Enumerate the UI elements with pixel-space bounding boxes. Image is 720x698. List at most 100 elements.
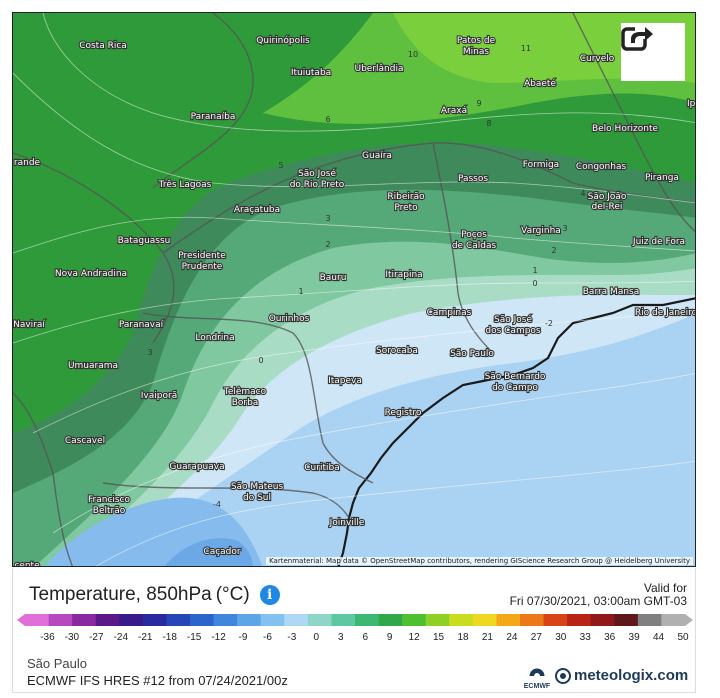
scale-tick-label: 6 [362, 632, 368, 643]
isotherm-label: 3 [325, 214, 330, 223]
share-icon [621, 23, 655, 51]
city-label: Guarapuava [169, 462, 224, 472]
city-label: Ribeirão [387, 192, 425, 202]
meteologix-icon [555, 667, 571, 684]
city-label: Caçador [203, 547, 240, 557]
city-label: rande [14, 158, 41, 168]
city-label: Umuarama [68, 361, 118, 371]
isotherm-label: 3 [562, 224, 567, 233]
scale-segment [637, 614, 662, 626]
city-label: Juiz de Fora [632, 237, 685, 247]
scale-segment [72, 614, 97, 626]
city-label: Curvelo [580, 54, 615, 64]
scale-tick-label: -15 [187, 632, 202, 643]
isotherm-label: 1 [298, 287, 303, 296]
city-label: Varginha [521, 226, 561, 236]
scale-tick-label: 21 [482, 632, 494, 643]
city-label: São Mateus [231, 482, 284, 492]
city-label: Rio de Janeiro [635, 308, 696, 318]
scale-segment [496, 614, 521, 626]
city-label: Uberlândia [355, 64, 404, 74]
isotherm-label: 9 [476, 99, 481, 108]
scale-segment [48, 614, 73, 626]
city-label: Formiga [523, 160, 559, 170]
scale-segment [425, 614, 450, 626]
city-label: Joinville [329, 518, 365, 528]
scale-segment [567, 614, 592, 626]
city-label: Beltrão [93, 506, 126, 516]
city-label: do Sul [243, 493, 271, 503]
scale-tick-label: 44 [653, 632, 665, 643]
city-label: Paranavaí [119, 320, 164, 330]
city-label: Araçatuba [234, 205, 280, 215]
city-label: Barra Mansa [583, 287, 640, 297]
city-label: Ivaiporã [141, 391, 177, 401]
city-label: Abaeté [524, 78, 556, 89]
city-label: Poços [461, 230, 487, 240]
band-lightgreen-top [393, 13, 695, 83]
scale-segment [661, 614, 686, 626]
city-label: Passos [458, 174, 488, 184]
map-attribution[interactable]: Kartenmaterial: Map data © OpenStreetMap… [266, 557, 693, 565]
scale-tick-label: -12 [211, 632, 226, 643]
scale-tick-label: -30 [65, 632, 80, 643]
scale-min-arrow [17, 614, 25, 626]
brand-name: meteologix.com [574, 667, 689, 684]
scale-segment [95, 614, 120, 626]
city-label: Borba [232, 398, 259, 408]
city-label: Francisco [88, 495, 131, 505]
scale-tick-label: 36 [604, 632, 616, 643]
scale-tick-label: 0 [314, 632, 320, 643]
scale-segment [331, 614, 356, 626]
city-label: São José [298, 168, 336, 179]
city-label: Registro [385, 408, 422, 418]
scale-segment [355, 614, 380, 626]
scale-tick-label: 30 [555, 632, 567, 643]
isotherm-label: 6 [325, 115, 330, 124]
city-label: Curitiba [304, 463, 339, 473]
scale-segment [190, 614, 215, 626]
valid-time: Valid for Fri 07/30/2021, 03:00am GMT-03 [510, 582, 687, 608]
scale-tick-label: 18 [457, 632, 469, 643]
scale-segment [284, 614, 309, 626]
valid-label: Valid for [643, 581, 687, 595]
city-label: Congonhas [576, 162, 627, 172]
city-label: Quirinópolis [256, 35, 310, 46]
city-label: Presidente [178, 251, 226, 261]
scale-tick-label: -24 [114, 632, 129, 643]
isotherm-label: 11 [521, 44, 531, 53]
scale-segment [520, 614, 545, 626]
city-label: Chapecó [112, 566, 152, 567]
scale-segment [237, 614, 262, 626]
isotherm-label: 2 [325, 240, 330, 249]
legend-panel: Temperature, 850hPa (°C) i Valid for Fri… [12, 568, 696, 693]
meteologix-logo[interactable]: meteologix.com [555, 667, 688, 684]
scale-segment [378, 614, 403, 626]
scale-segment [543, 614, 568, 626]
scale-segment [590, 614, 615, 626]
scale-tick-label: 9 [387, 632, 393, 643]
legend-title: Temperature, 850hPa (°C) i [29, 584, 280, 606]
info-icon[interactable]: i [259, 585, 280, 605]
isotherms [13, 13, 695, 566]
share-button[interactable] [621, 23, 685, 81]
scale-tick-label: -36 [40, 632, 55, 643]
city-label: Itirapina [385, 270, 422, 280]
isotherm-label: 0 [258, 356, 263, 365]
scale-tick-label: -6 [263, 632, 272, 643]
city-label: Piranga [645, 173, 679, 183]
city-label: São Bernardo [485, 372, 546, 382]
city-label: Nova Andradina [55, 269, 127, 279]
city-label: Bataguassu [118, 236, 171, 246]
scale-segment [25, 614, 50, 626]
band-minus3 [105, 313, 695, 566]
scale-tick-label: 33 [580, 632, 592, 643]
scale-segment [402, 614, 427, 626]
scale-tick-label: 3 [338, 632, 344, 643]
scale-tick-label: 50 [677, 632, 689, 643]
city-label: Três Lagoas [158, 179, 212, 190]
weather-map[interactable]: 10 11 9 8 6 5 4 3 3 2 2 1 1 0 -2 3 0 -4 Costa Rica Quirinó… [12, 12, 696, 567]
parameter-title: Temperature, 850hPa [29, 584, 212, 605]
ecmwf-logo-text: ECMWF [524, 683, 551, 690]
